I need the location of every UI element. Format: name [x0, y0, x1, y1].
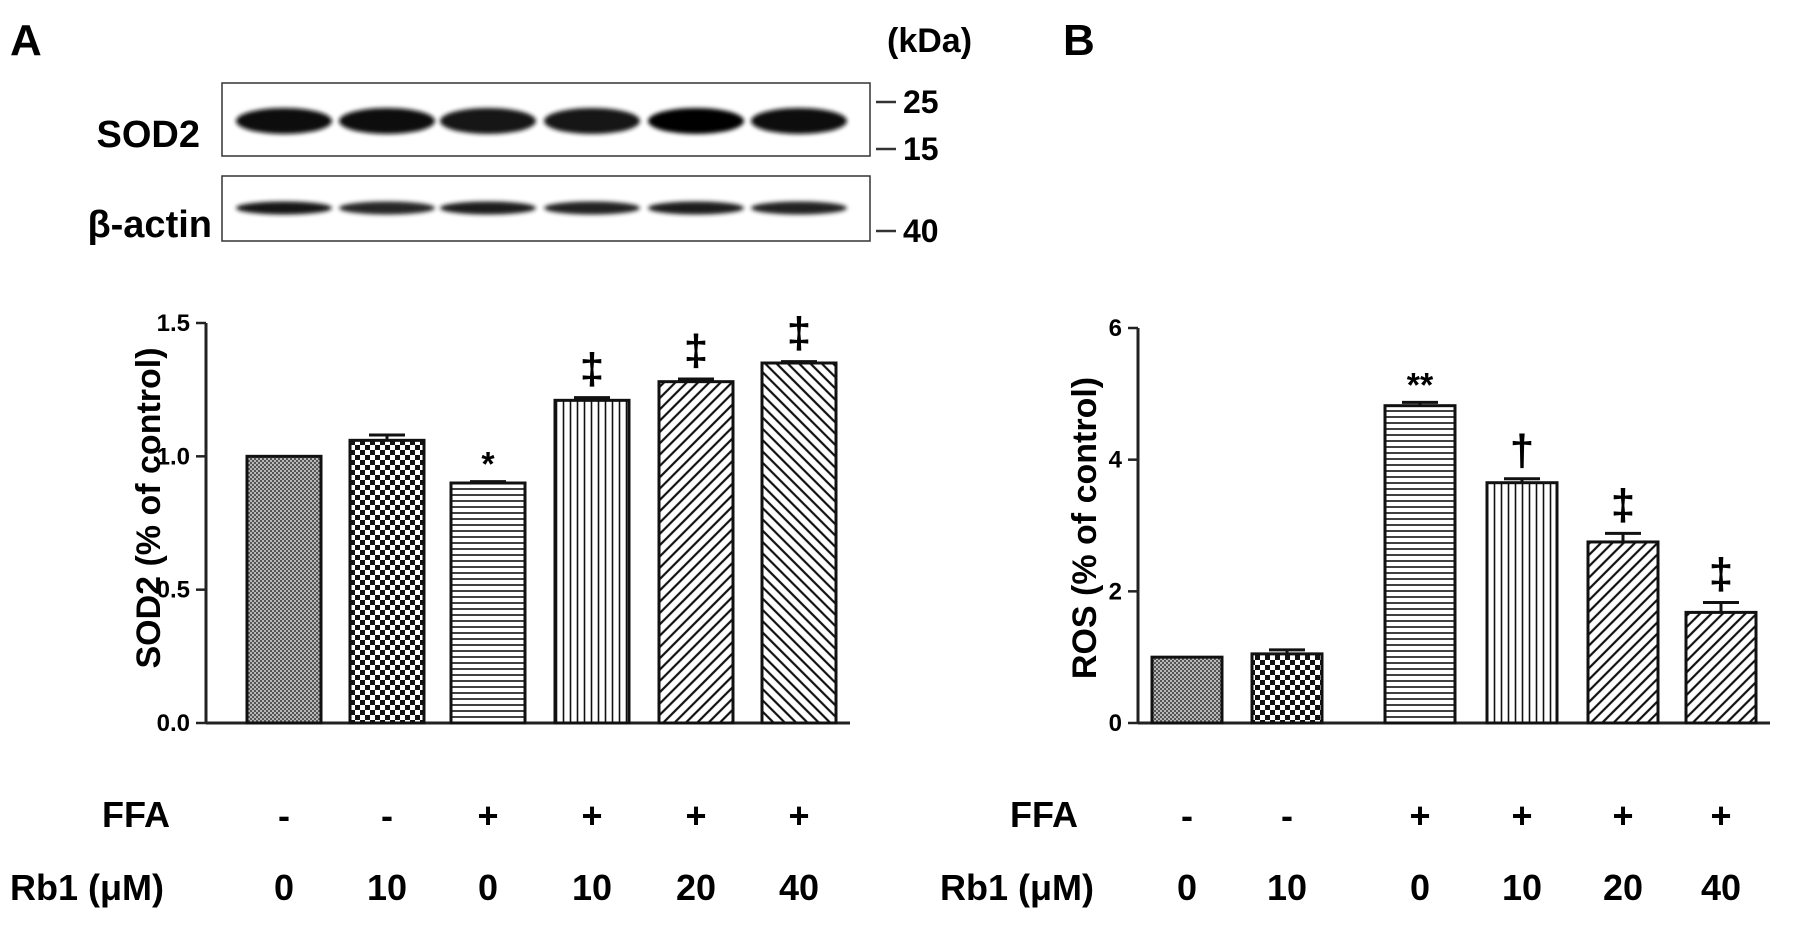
rb1-row-label-b: Rb1 (μM) [940, 867, 1094, 908]
y-tick-label-b: 0 [1109, 710, 1122, 737]
y-tick-label-b: 6 [1109, 315, 1122, 342]
bar-a-2 [449, 481, 527, 725]
actin-band-5 [751, 201, 847, 215]
actin-band-0 [236, 201, 332, 215]
ffa-value-a-2: + [477, 795, 498, 836]
ffa-value-b-2: + [1409, 795, 1430, 836]
ffa-row-label-a: FFA [102, 794, 170, 835]
ffa-value-b-3: + [1511, 795, 1532, 836]
rb1-value-b-3: 10 [1502, 867, 1542, 908]
significance-mark-a-3: ‡ [580, 345, 604, 394]
bar-b-3 [1485, 481, 1559, 725]
chart-a-ylabel: SOD2 (% of control) [130, 347, 168, 668]
rb1-value-b-0: 0 [1177, 867, 1197, 908]
rb1-value-a-4: 20 [676, 867, 716, 908]
y-tick-label-b: 4 [1109, 447, 1123, 474]
y-tick-label-a: 0.5 [157, 577, 190, 604]
bar-a-1 [348, 438, 426, 725]
bar-b-5 [1684, 610, 1758, 725]
bar-b-0 [1150, 655, 1224, 725]
significance-mark-b-5: ‡ [1709, 550, 1733, 599]
marker-25: 25 [903, 84, 939, 120]
rb1-row-label-a: Rb1 (μM) [10, 867, 164, 908]
western-blot: (kDa) SOD2 25 15 β-actin 40 [87, 22, 972, 249]
actin-bands [236, 201, 847, 215]
ffa-value-b-1: - [1281, 795, 1293, 836]
panel-a-label: A [10, 16, 42, 65]
sod2-band-2 [440, 108, 536, 134]
sod2-band-3 [544, 108, 640, 134]
significance-mark-b-2: ** [1407, 366, 1434, 404]
y-tick-label-a: 1.5 [157, 310, 190, 337]
significance-mark-a-5: ‡ [787, 309, 811, 358]
ffa-value-a-5: + [788, 795, 809, 836]
sod2-band-0 [236, 108, 332, 134]
bar-a-4 [657, 380, 735, 725]
bar-a-3 [553, 398, 631, 725]
ffa-value-a-3: + [581, 795, 602, 836]
ffa-row-label-b: FFA [1010, 794, 1078, 835]
bar-b-1 [1250, 652, 1324, 725]
ffa-value-a-4: + [685, 795, 706, 836]
significance-mark-a-2: * [481, 446, 495, 484]
chart-b-ylabel: ROS (% of control) [1066, 377, 1104, 679]
chart-a-bars: * ‡ ‡ ‡ [245, 309, 838, 725]
rb1-value-a-5: 40 [779, 867, 819, 908]
condition-values-a: - - + + + +0 10 0 10 20 40 [274, 795, 819, 908]
bar-b-2 [1383, 404, 1457, 725]
sod2-bands [236, 108, 847, 134]
sod2-band-5 [751, 108, 847, 134]
condition-values-b: - - + + + +0 10 0 10 20 40 [1177, 795, 1741, 908]
actin-row-label: β-actin [87, 204, 212, 246]
chart-b-bars: ** † ‡ ‡ [1150, 366, 1758, 725]
sod2-row-label: SOD2 [97, 114, 200, 156]
bar-b-4 [1586, 540, 1660, 725]
chart-ros: ROS (% of control) 0 2 4 6 ** † ‡ ‡ [1066, 315, 1770, 737]
chart-sod2: SOD2 (% of control) 0.0 0.5 1.0 1.5 * ‡ ‡ ‡ [130, 309, 850, 737]
ffa-value-b-0: - [1181, 795, 1193, 836]
significance-mark-a-4: ‡ [684, 326, 708, 375]
sod2-band-4 [648, 108, 744, 134]
significance-mark-b-4: ‡ [1611, 480, 1635, 529]
y-tick-label-b: 2 [1109, 578, 1122, 605]
rb1-value-b-1: 10 [1267, 867, 1307, 908]
panel-b-label: B [1063, 16, 1095, 65]
ffa-value-a-1: - [381, 795, 393, 836]
marker-15: 15 [903, 131, 939, 167]
blot-unit-label: (kDa) [887, 22, 972, 60]
significance-mark-b-3: † [1510, 426, 1534, 475]
y-tick-label-a: 0.0 [157, 710, 190, 737]
rb1-value-b-5: 40 [1701, 867, 1741, 908]
actin-band-2 [440, 201, 536, 215]
ffa-value-b-5: + [1710, 795, 1731, 836]
bar-a-5 [760, 361, 838, 725]
y-tick-label-a: 1.0 [157, 443, 190, 470]
ffa-value-a-0: - [278, 795, 290, 836]
sod2-band-1 [339, 108, 435, 134]
rb1-value-b-4: 20 [1603, 867, 1643, 908]
actin-band-4 [648, 201, 744, 215]
rb1-value-b-2: 0 [1410, 867, 1430, 908]
actin-band-1 [339, 201, 435, 215]
actin-band-3 [544, 201, 640, 215]
conditions-a: FFA Rb1 (μM) - - + + + +0 10 0 10 20 40 [10, 794, 819, 908]
ffa-value-b-4: + [1612, 795, 1633, 836]
rb1-value-a-1: 10 [367, 867, 407, 908]
marker-40: 40 [903, 213, 939, 249]
bar-a-0 [245, 454, 323, 725]
rb1-value-a-2: 0 [478, 867, 498, 908]
conditions-b: FFA Rb1 (μM) - - + + + +0 10 0 10 20 40 [940, 794, 1741, 908]
rb1-value-a-3: 10 [572, 867, 612, 908]
rb1-value-a-0: 0 [274, 867, 294, 908]
